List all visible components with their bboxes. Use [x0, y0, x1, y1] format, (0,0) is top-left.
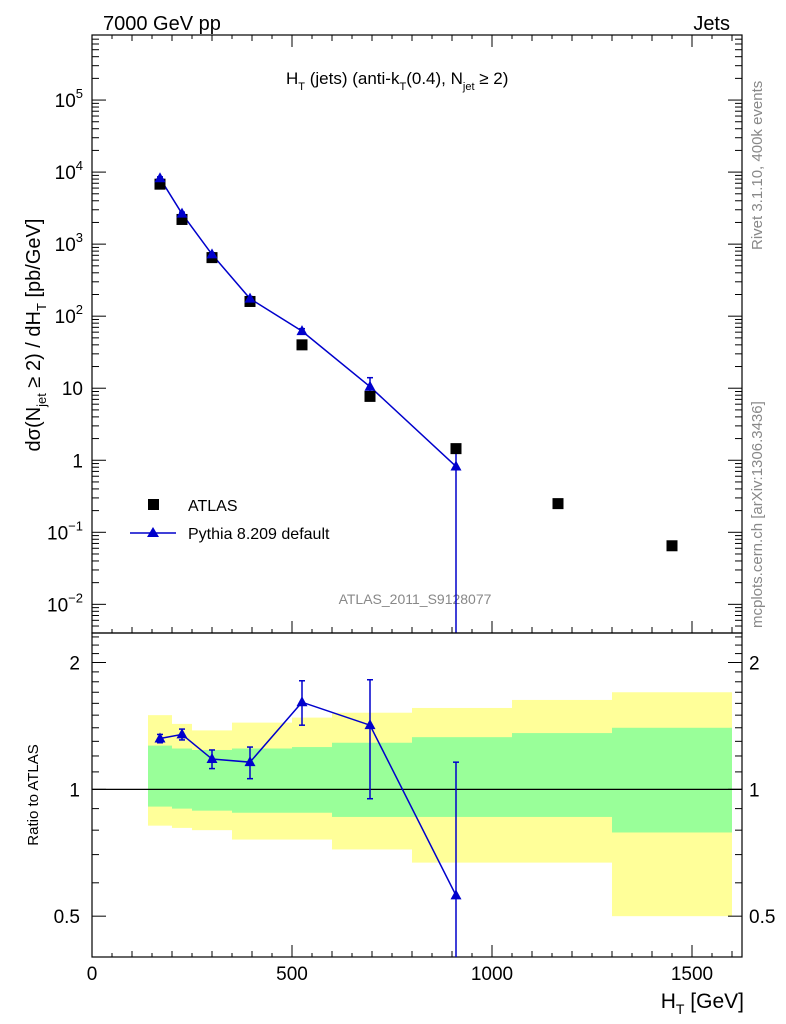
header-right: Jets — [693, 13, 730, 35]
pythia-point — [206, 248, 218, 259]
ratio-point — [206, 753, 218, 764]
pythia-point — [154, 172, 166, 183]
ratio-point — [176, 728, 188, 739]
main-title: HT (jets) (anti-kT(0.4), Njet ≥ 2) — [286, 69, 508, 93]
header-left: 7000 GeV pp — [103, 13, 221, 35]
rivet-label: Rivet 3.1.10, 400k events — [749, 81, 766, 250]
uncertainty-band-green — [612, 727, 732, 833]
analysis-watermark: ATLAS_2011_S9128077 — [339, 591, 492, 607]
ratio-point — [364, 719, 376, 730]
pythia-point — [450, 460, 462, 471]
pythia-point — [364, 380, 376, 391]
uncertainty-band-green — [512, 733, 612, 817]
legend: ATLAS Pythia 8.209 default — [130, 498, 330, 543]
ratio-plot: 0 500 1000 1500 0.5 0.5 1 1 2 2 — [54, 632, 775, 985]
pythia-point — [176, 207, 188, 218]
x-tick-label: 500 — [276, 964, 308, 985]
main-y-tick-label: 102 — [55, 302, 83, 328]
atlas-point — [552, 498, 564, 510]
main-plot: 10−2 10−1 1 10 102 103 104 105 — [47, 34, 743, 634]
uncertainty-band-green — [172, 748, 192, 809]
ratio-y-tick-label: 2 — [69, 654, 80, 675]
ratio-y-tick-label-right: 0.5 — [749, 907, 775, 928]
x-tick-label: 1000 — [471, 964, 513, 985]
main-y-tick-label: 103 — [55, 230, 83, 256]
mcplots-label: mcplots.cern.ch [arXiv:1306.3436] — [749, 401, 766, 628]
ratio-y-tick-label-right: 2 — [749, 654, 760, 675]
main-y-tick-label: 10−2 — [47, 590, 83, 616]
atlas-point — [364, 390, 376, 402]
main-y-tick-label: 104 — [55, 158, 83, 184]
uncertainty-band-green — [232, 748, 292, 813]
pythia-point — [244, 292, 256, 303]
ratio-y-label: Ratio to ATLAS — [25, 744, 42, 845]
atlas-point — [176, 213, 188, 225]
main-y-label: dσ(Njet ≥ 2) / dHT [pb/GeV] — [23, 219, 49, 452]
main-frame — [91, 34, 743, 634]
x-tick-label: 1500 — [671, 964, 713, 985]
uncertainty-band-green — [292, 747, 332, 813]
ratio-y-tick-label-right: 1 — [749, 780, 760, 801]
ratio-y-tick-label: 0.5 — [54, 907, 80, 928]
legend-pythia-label: Pythia 8.209 default — [188, 526, 330, 543]
atlas-point — [450, 443, 462, 455]
main-y-tick-label: 105 — [55, 86, 83, 112]
ratio-point — [296, 696, 308, 707]
uncertainty-band-green — [412, 737, 512, 817]
x-tick-label: 0 — [87, 964, 98, 985]
ratio-point — [154, 732, 166, 743]
x-axis-label: HT [GeV] — [661, 990, 744, 1017]
uncertainty-band-green — [332, 742, 412, 817]
legend-pythia-marker — [147, 527, 159, 537]
pythia-point — [296, 325, 308, 336]
main-y-tick-label: 10−1 — [47, 518, 83, 544]
legend-atlas-marker — [148, 499, 159, 510]
pythia-line — [159, 177, 457, 468]
atlas-point — [154, 178, 166, 190]
main-y-tick-label: 10 — [62, 379, 83, 400]
ratio-point — [450, 889, 462, 900]
legend-atlas-label: ATLAS — [188, 498, 238, 515]
main-y-tick-label: 1 — [72, 451, 83, 472]
ratio-point — [244, 756, 256, 767]
uncertainty-band-green — [148, 745, 172, 807]
ratio-y-tick-label: 1 — [69, 780, 80, 801]
atlas-point — [666, 540, 678, 552]
ratio-frame — [91, 632, 743, 958]
atlas-point — [296, 339, 308, 351]
